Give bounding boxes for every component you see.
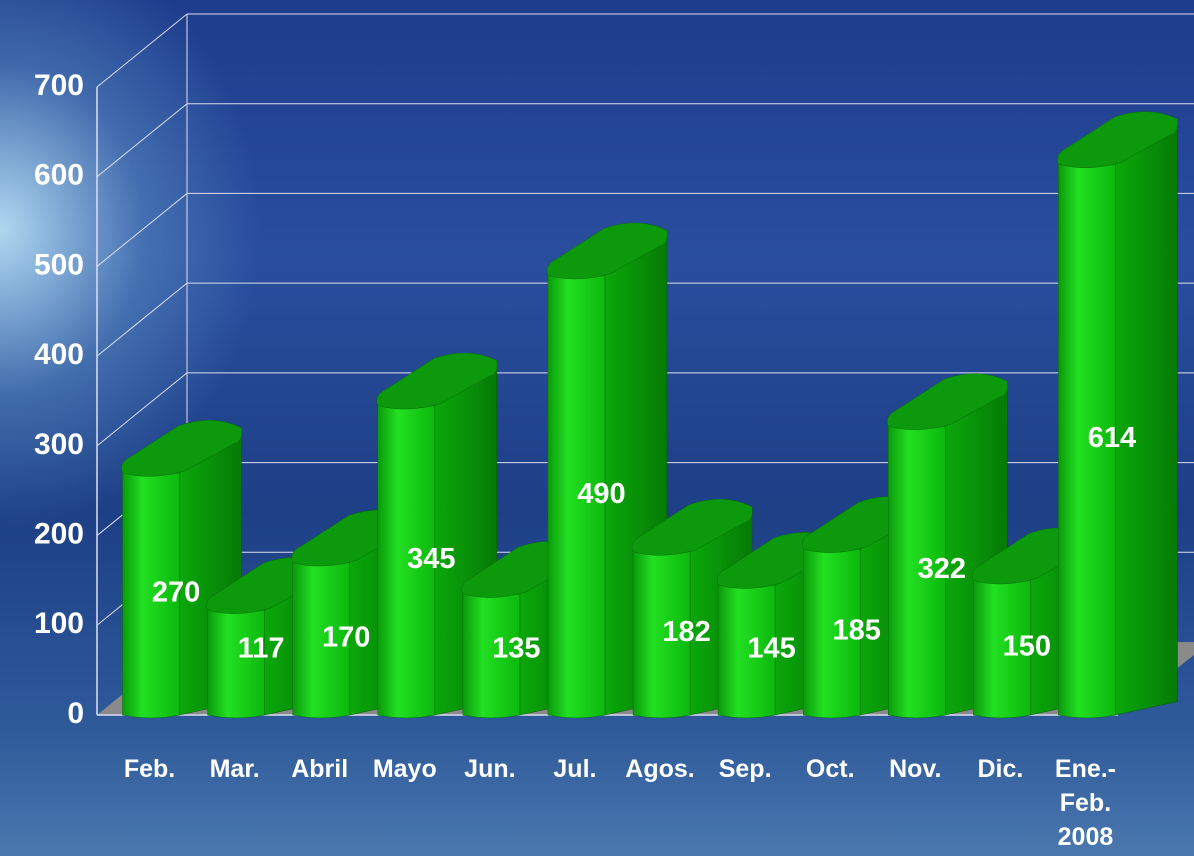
y-tick-label: 100 <box>34 607 84 640</box>
bar-side <box>1115 119 1177 715</box>
x-tick-label: Dic. <box>955 752 1045 786</box>
value-label: 170 <box>322 621 370 653</box>
x-tick-label: Jun. <box>445 752 535 786</box>
value-label: 490 <box>577 478 625 510</box>
x-tick-label: Feb. <box>105 752 195 786</box>
grid-line <box>97 14 187 87</box>
x-tick-label: Sep. <box>700 752 790 786</box>
value-label: 322 <box>918 553 966 585</box>
grid-line <box>97 193 187 266</box>
y-tick-label: 700 <box>34 69 84 102</box>
x-tick-label: Jul. <box>530 752 620 786</box>
x-tick-label: Agos. <box>615 752 705 786</box>
value-label: 185 <box>832 615 880 647</box>
grid-line <box>97 104 187 177</box>
value-label: 150 <box>1003 630 1051 662</box>
grid-line <box>97 283 187 356</box>
y-tick-label: 600 <box>34 159 84 192</box>
x-tick-label: Abril <box>275 752 365 786</box>
value-label: 117 <box>238 633 285 665</box>
x-tick-label: Ene.- Feb. 2008 <box>1040 752 1130 854</box>
x-tick-label: Mar. <box>190 752 280 786</box>
value-label: 182 <box>662 616 710 648</box>
value-label: 145 <box>747 633 795 665</box>
y-tick-label: 500 <box>34 248 84 281</box>
chart: 0 100 200 300 400 500 600 700 270 117 170 345 135 490… <box>0 0 1194 856</box>
y-tick-label: 200 <box>34 517 84 550</box>
value-label: 614 <box>1088 422 1136 454</box>
y-tick-label: 400 <box>34 338 84 371</box>
value-label: 135 <box>492 633 540 665</box>
value-label: 270 <box>152 577 200 609</box>
y-tick-label: 300 <box>34 428 84 461</box>
bar <box>1057 112 1177 718</box>
x-tick-label: Nov. <box>870 752 960 786</box>
x-tick-label: Oct. <box>785 752 875 786</box>
x-tick-label: Mayo <box>360 752 450 786</box>
value-label: 345 <box>407 543 455 575</box>
chart-svg: 0 100 200 300 400 500 600 700 270 117 170 345 135 490… <box>0 0 1194 856</box>
y-tick-label: 0 <box>67 697 84 730</box>
